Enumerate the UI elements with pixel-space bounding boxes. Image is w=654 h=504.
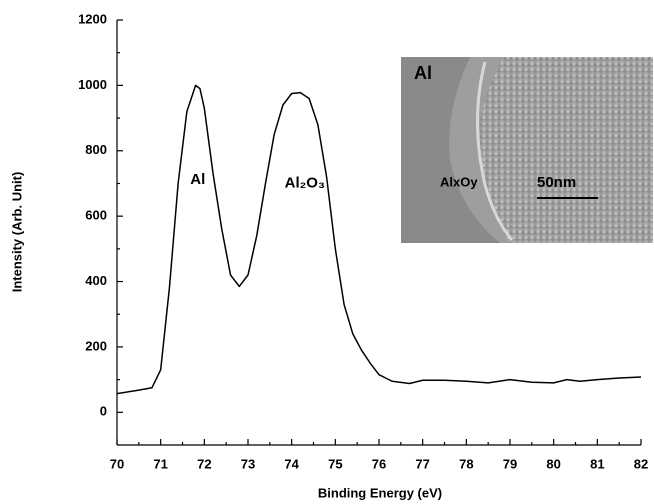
x-tick-label: 72 [197, 456, 211, 471]
inset-image: Al AlxOy 50nm [401, 57, 653, 243]
x-tick-label: 76 [372, 456, 386, 471]
inset-label: 50nm [537, 174, 576, 191]
x-tick-label: 80 [546, 456, 560, 471]
y-tick-label: 400 [85, 273, 107, 288]
x-tick-label: 78 [459, 456, 473, 471]
peak-label: Al₂O₃ [285, 174, 325, 191]
x-tick-label: 73 [241, 456, 255, 471]
y-tick-label: 200 [85, 338, 107, 353]
x-tick-label: 75 [328, 456, 342, 471]
x-tick-label: 77 [415, 456, 429, 471]
x-tick-label: 79 [503, 456, 517, 471]
x-tick-label: 74 [284, 456, 299, 471]
y-tick-label: 1200 [78, 11, 107, 26]
y-tick-label: 800 [85, 142, 107, 157]
x-tick-label: 71 [153, 456, 167, 471]
y-tick-label: 600 [85, 208, 107, 223]
x-tick-label: 70 [110, 456, 124, 471]
spectrum-line [116, 84, 642, 395]
peak-label: Al [190, 171, 205, 188]
inset-label: Al [414, 63, 432, 83]
y-axis-label: Intensity (Arb. Unit) [9, 172, 24, 293]
inset-label: AlxOy [440, 174, 478, 189]
y-tick-label: 0 [100, 404, 107, 419]
y-tick-label: 1000 [78, 77, 107, 92]
x-axis-label: Binding Energy (eV) [318, 485, 442, 500]
x-tick-label: 82 [634, 456, 648, 471]
x-tick-label: 81 [590, 456, 604, 471]
